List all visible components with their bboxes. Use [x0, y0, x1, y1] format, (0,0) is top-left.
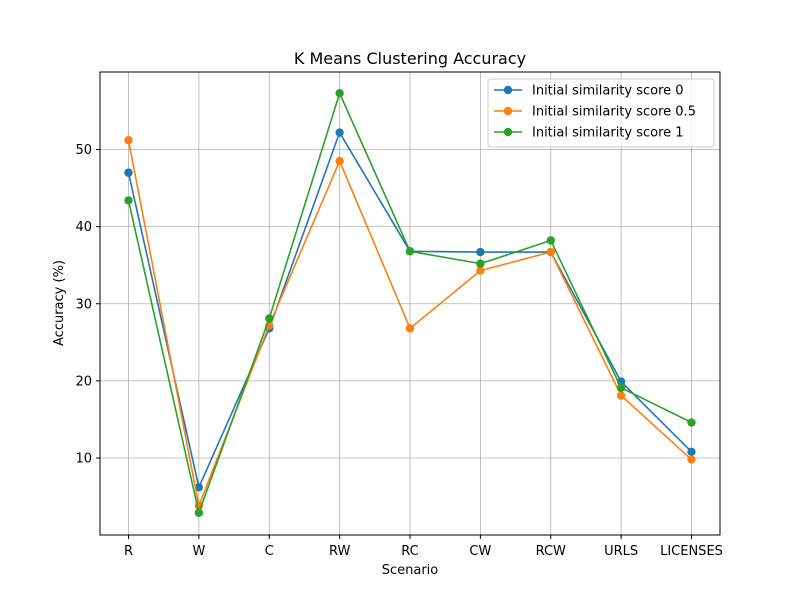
data-point: [194, 508, 204, 517]
data-point: [616, 383, 626, 393]
y-tick-label: 20: [75, 374, 92, 389]
data-point: [124, 196, 133, 205]
data-point: [476, 247, 485, 257]
x-tick-label: CW: [469, 544, 491, 559]
y-tick-label: 10: [75, 452, 92, 467]
legend-marker: [503, 106, 513, 116]
data-point: [405, 247, 415, 256]
data-point: [687, 455, 696, 464]
chart-title: K Means Clustering Accuracy: [294, 49, 526, 68]
x-tick-label: R: [124, 544, 133, 559]
data-point: [335, 88, 344, 98]
y-axis-label: Accuracy (%): [52, 260, 67, 346]
series-layer: [124, 88, 696, 517]
data-point: [687, 447, 696, 457]
y-axis: 10 20 30 40 50: [75, 143, 100, 467]
data-point: [687, 418, 696, 427]
data-point: [265, 314, 274, 323]
data-point: [124, 168, 133, 177]
data-point: [405, 324, 415, 333]
legend-marker: [503, 85, 513, 95]
legend-label: Initial similarity score 0.5: [532, 105, 696, 120]
x-axis: R W C RW RC CW RCW URLS LICENSES: [124, 535, 723, 559]
x-tick-label: URLS: [604, 544, 638, 559]
legend-entry: Initial similarity score 1: [494, 126, 684, 141]
y-tick-label: 30: [75, 297, 92, 312]
legend-entry: Initial similarity score 0.5: [494, 105, 696, 120]
grid-lines: [100, 72, 720, 535]
legend-label: Initial similarity score 0: [532, 84, 684, 99]
data-point: [476, 259, 485, 268]
x-axis-label: Scenario: [382, 563, 439, 578]
legend-frame: [487, 78, 715, 148]
x-tick-label: C: [265, 544, 274, 559]
series-2: [124, 88, 696, 517]
data-point: [194, 483, 204, 492]
y-tick-label: 50: [75, 143, 92, 158]
data-point: [616, 391, 626, 400]
x-tick-label: LICENSES: [660, 544, 723, 559]
data-point: [335, 128, 344, 137]
x-tick-label: RW: [329, 544, 351, 559]
data-point: [335, 156, 344, 166]
legend-label: Initial similarity score 1: [532, 126, 684, 141]
legend-entry: Initial similarity score 0: [494, 84, 684, 99]
legend-marker: [503, 127, 513, 137]
x-tick-label: RCW: [536, 544, 566, 559]
y-tick-label: 40: [75, 220, 92, 235]
x-tick-label: W: [192, 544, 205, 559]
data-point: [546, 247, 555, 257]
data-point: [546, 236, 555, 245]
x-tick-label: RC: [401, 544, 418, 559]
legend: Initial similarity score 0 Initial simila…: [487, 78, 715, 148]
data-point: [124, 136, 133, 145]
data-point: [476, 266, 485, 275]
